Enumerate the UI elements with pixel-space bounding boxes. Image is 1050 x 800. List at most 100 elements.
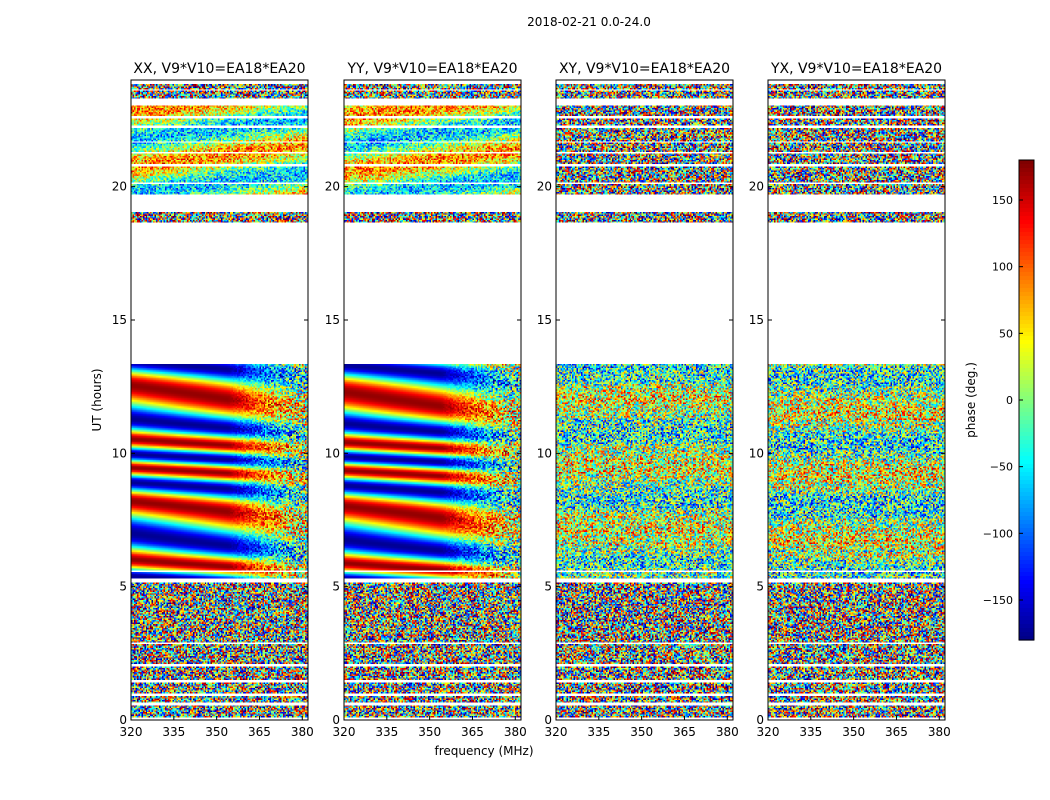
colorbar-segment <box>1019 312 1034 317</box>
colorbar-segment <box>1019 456 1034 461</box>
y-tick-label: 0 <box>332 713 340 727</box>
colorbar-tick-label: 0 <box>1006 394 1013 407</box>
colorbar-segment <box>1019 596 1034 601</box>
colorbar-tick-label: −50 <box>990 461 1013 474</box>
colorbar-segment <box>1019 396 1034 401</box>
colorbar-segment <box>1019 488 1034 493</box>
y-tick-label: 15 <box>537 313 552 327</box>
colorbar-tick-label: 100 <box>992 261 1013 274</box>
colorbar-segment <box>1019 244 1034 249</box>
colorbar-segment <box>1019 580 1034 585</box>
colorbar-segment <box>1019 572 1034 577</box>
y-tick-label: 5 <box>119 580 127 594</box>
colorbar-segment <box>1019 280 1034 285</box>
colorbar-segment <box>1019 612 1034 617</box>
colorbar-segment <box>1019 616 1034 621</box>
colorbar-segment <box>1019 636 1034 641</box>
y-tick-label: 20 <box>112 180 127 194</box>
y-tick-label: 0 <box>756 713 764 727</box>
x-tick-label: 320 <box>120 725 143 739</box>
colorbar-segment <box>1019 320 1034 325</box>
panel-title: YX, V9*V10=EA18*EA20 <box>770 61 942 77</box>
colorbar: 150 100 50 0 −50 −100 −150 <box>983 159 1035 641</box>
colorbar-segment <box>1019 204 1034 209</box>
colorbar-segment <box>1019 524 1034 529</box>
panel-frame <box>343 79 522 721</box>
colorbar-segment <box>1019 256 1034 261</box>
colorbar-segment <box>1019 628 1034 633</box>
colorbar-segment <box>1019 224 1034 229</box>
colorbar-segment <box>1019 632 1034 637</box>
colorbar-segment <box>1019 260 1034 265</box>
x-tick-label: 350 <box>842 725 865 739</box>
y-tick-label: 10 <box>749 446 764 460</box>
colorbar-segment <box>1019 376 1034 381</box>
colorbar-segment <box>1019 428 1034 433</box>
colorbar-segment <box>1019 520 1034 525</box>
colorbar-segment <box>1019 496 1034 501</box>
x-tick-label: 335 <box>587 725 610 739</box>
colorbar-segment <box>1019 264 1034 269</box>
y-tick-label: 20 <box>325 180 340 194</box>
y-tick-label: 10 <box>537 446 552 460</box>
colorbar-segment <box>1019 344 1034 349</box>
colorbar-segment <box>1019 420 1034 425</box>
colorbar-segment <box>1019 160 1034 165</box>
y-tick-label: 5 <box>332 580 340 594</box>
panel-2: YY, V9*V10=EA18*EA20 0 5 10 15 20 320 335 350 365… <box>325 61 527 739</box>
colorbar-segment <box>1019 192 1034 197</box>
panel-3: XY, V9*V10=EA18*EA20 0 5 10 15 20 320 335 350 365… <box>537 61 739 739</box>
colorbar-segment <box>1019 452 1034 457</box>
colorbar-segment <box>1019 308 1034 313</box>
colorbar-segment <box>1019 276 1034 281</box>
colorbar-segment <box>1019 372 1034 377</box>
colorbar-segment <box>1019 564 1034 569</box>
heatmap-raster <box>768 80 945 720</box>
colorbar-segment <box>1019 548 1034 553</box>
panel-frame <box>130 79 309 721</box>
colorbar-segment <box>1019 472 1034 477</box>
colorbar-segment <box>1019 364 1034 369</box>
heatmap-raster <box>344 80 521 720</box>
x-tick-label: 380 <box>928 725 951 739</box>
colorbar-segment <box>1019 476 1034 481</box>
colorbar-segment <box>1019 228 1034 233</box>
colorbar-segment <box>1019 536 1034 541</box>
panel-title: YY, V9*V10=EA18*EA20 <box>346 61 517 77</box>
colorbar-segment <box>1019 300 1034 305</box>
colorbar-segment <box>1019 296 1034 301</box>
colorbar-tick-label: −100 <box>983 527 1013 540</box>
x-tick-label: 350 <box>630 725 653 739</box>
x-tick-label: 350 <box>418 725 441 739</box>
colorbar-segment <box>1019 432 1034 437</box>
colorbar-tick-label: 50 <box>999 327 1013 340</box>
colorbar-segment <box>1019 348 1034 353</box>
colorbar-segment <box>1019 468 1034 473</box>
colorbar-segment <box>1019 340 1034 345</box>
y-tick-label: 20 <box>537 180 552 194</box>
colorbar-segment <box>1019 196 1034 201</box>
y-tick-label: 0 <box>119 713 127 727</box>
colorbar-segment <box>1019 268 1034 273</box>
colorbar-segment <box>1019 360 1034 365</box>
x-tick-label: 335 <box>799 725 822 739</box>
colorbar-segment <box>1019 440 1034 445</box>
x-tick-label: 365 <box>673 725 696 739</box>
colorbar-segment <box>1019 352 1034 357</box>
colorbar-segment <box>1019 412 1034 417</box>
x-tick-label: 350 <box>205 725 228 739</box>
colorbar-segment <box>1019 556 1034 561</box>
y-tick-label: 5 <box>544 580 552 594</box>
colorbar-segment <box>1019 552 1034 557</box>
panel-4: YX, V9*V10=EA18*EA20 0 5 10 15 20 320 335 350 365… <box>749 61 951 739</box>
colorbar-segment <box>1019 560 1034 565</box>
panel-frame <box>555 79 734 721</box>
panel-frame <box>767 79 946 721</box>
x-tick-label: 380 <box>716 725 739 739</box>
colorbar-segment <box>1019 504 1034 509</box>
colorbar-segment <box>1019 164 1034 169</box>
x-tick-label: 365 <box>461 725 484 739</box>
colorbar-segment <box>1019 424 1034 429</box>
colorbar-segment <box>1019 172 1034 177</box>
